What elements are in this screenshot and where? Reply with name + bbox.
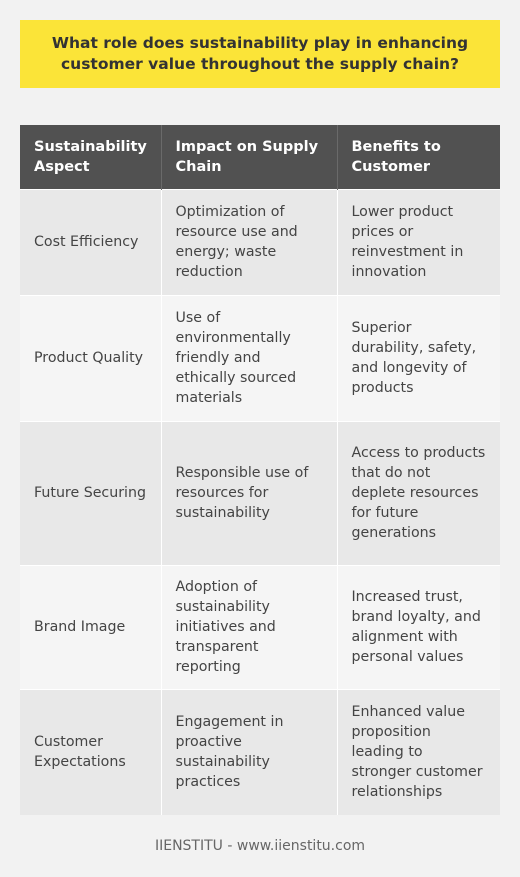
cell-aspect: Cost Efficiency xyxy=(20,188,162,295)
table-row: Future Securing Responsible use of resou… xyxy=(20,420,500,565)
header-benefits-to-customer: Benefits to Customer xyxy=(337,125,500,189)
cell-aspect: Brand Image xyxy=(20,564,162,689)
title-banner: What role does sustainability play in en… xyxy=(20,20,500,88)
table-row: Product Quality Use of environmentally f… xyxy=(20,294,500,421)
table-row: Cost Efficiency Optimization of resource… xyxy=(20,188,500,295)
cell-impact: Use of environmentally friendly and ethi… xyxy=(161,294,338,421)
header-sustainability-aspect: Sustainability Aspect xyxy=(20,125,162,189)
footer-credit: IIENSTITU - www.iienstitu.com xyxy=(154,838,366,854)
cell-aspect: Product Quality xyxy=(20,294,162,421)
cell-aspect: Future Securing xyxy=(20,420,162,565)
cell-benefit: Enhanced value proposition leading to st… xyxy=(337,688,500,815)
cell-benefit: Increased trust, brand loyalty, and alig… xyxy=(337,564,500,689)
cell-benefit: Access to products that do not deplete r… xyxy=(337,420,500,565)
cell-benefit: Lower product prices or reinvestment in … xyxy=(337,188,500,295)
page-title: What role does sustainability play in en… xyxy=(51,34,469,73)
cell-aspect: Customer Expectations xyxy=(20,688,162,815)
cell-impact: Adoption of sustainability initiatives a… xyxy=(161,564,338,689)
header-impact-on-supply-chain: Impact on Supply Chain xyxy=(161,125,338,189)
sustainability-table: Sustainability Aspect Impact on Supply C… xyxy=(20,125,500,815)
cell-benefit: Superior durability, safety, and longevi… xyxy=(337,294,500,421)
cell-impact: Engagement in proactive sustainability p… xyxy=(161,688,338,815)
cell-impact: Responsible use of resources for sustain… xyxy=(161,420,338,565)
table-header-row: Sustainability Aspect Impact on Supply C… xyxy=(20,125,500,189)
cell-impact: Optimization of resource use and energy;… xyxy=(161,188,338,295)
table-row: Brand Image Adoption of sustainability i… xyxy=(20,564,500,689)
table-row: Customer Expectations Engagement in proa… xyxy=(20,688,500,815)
